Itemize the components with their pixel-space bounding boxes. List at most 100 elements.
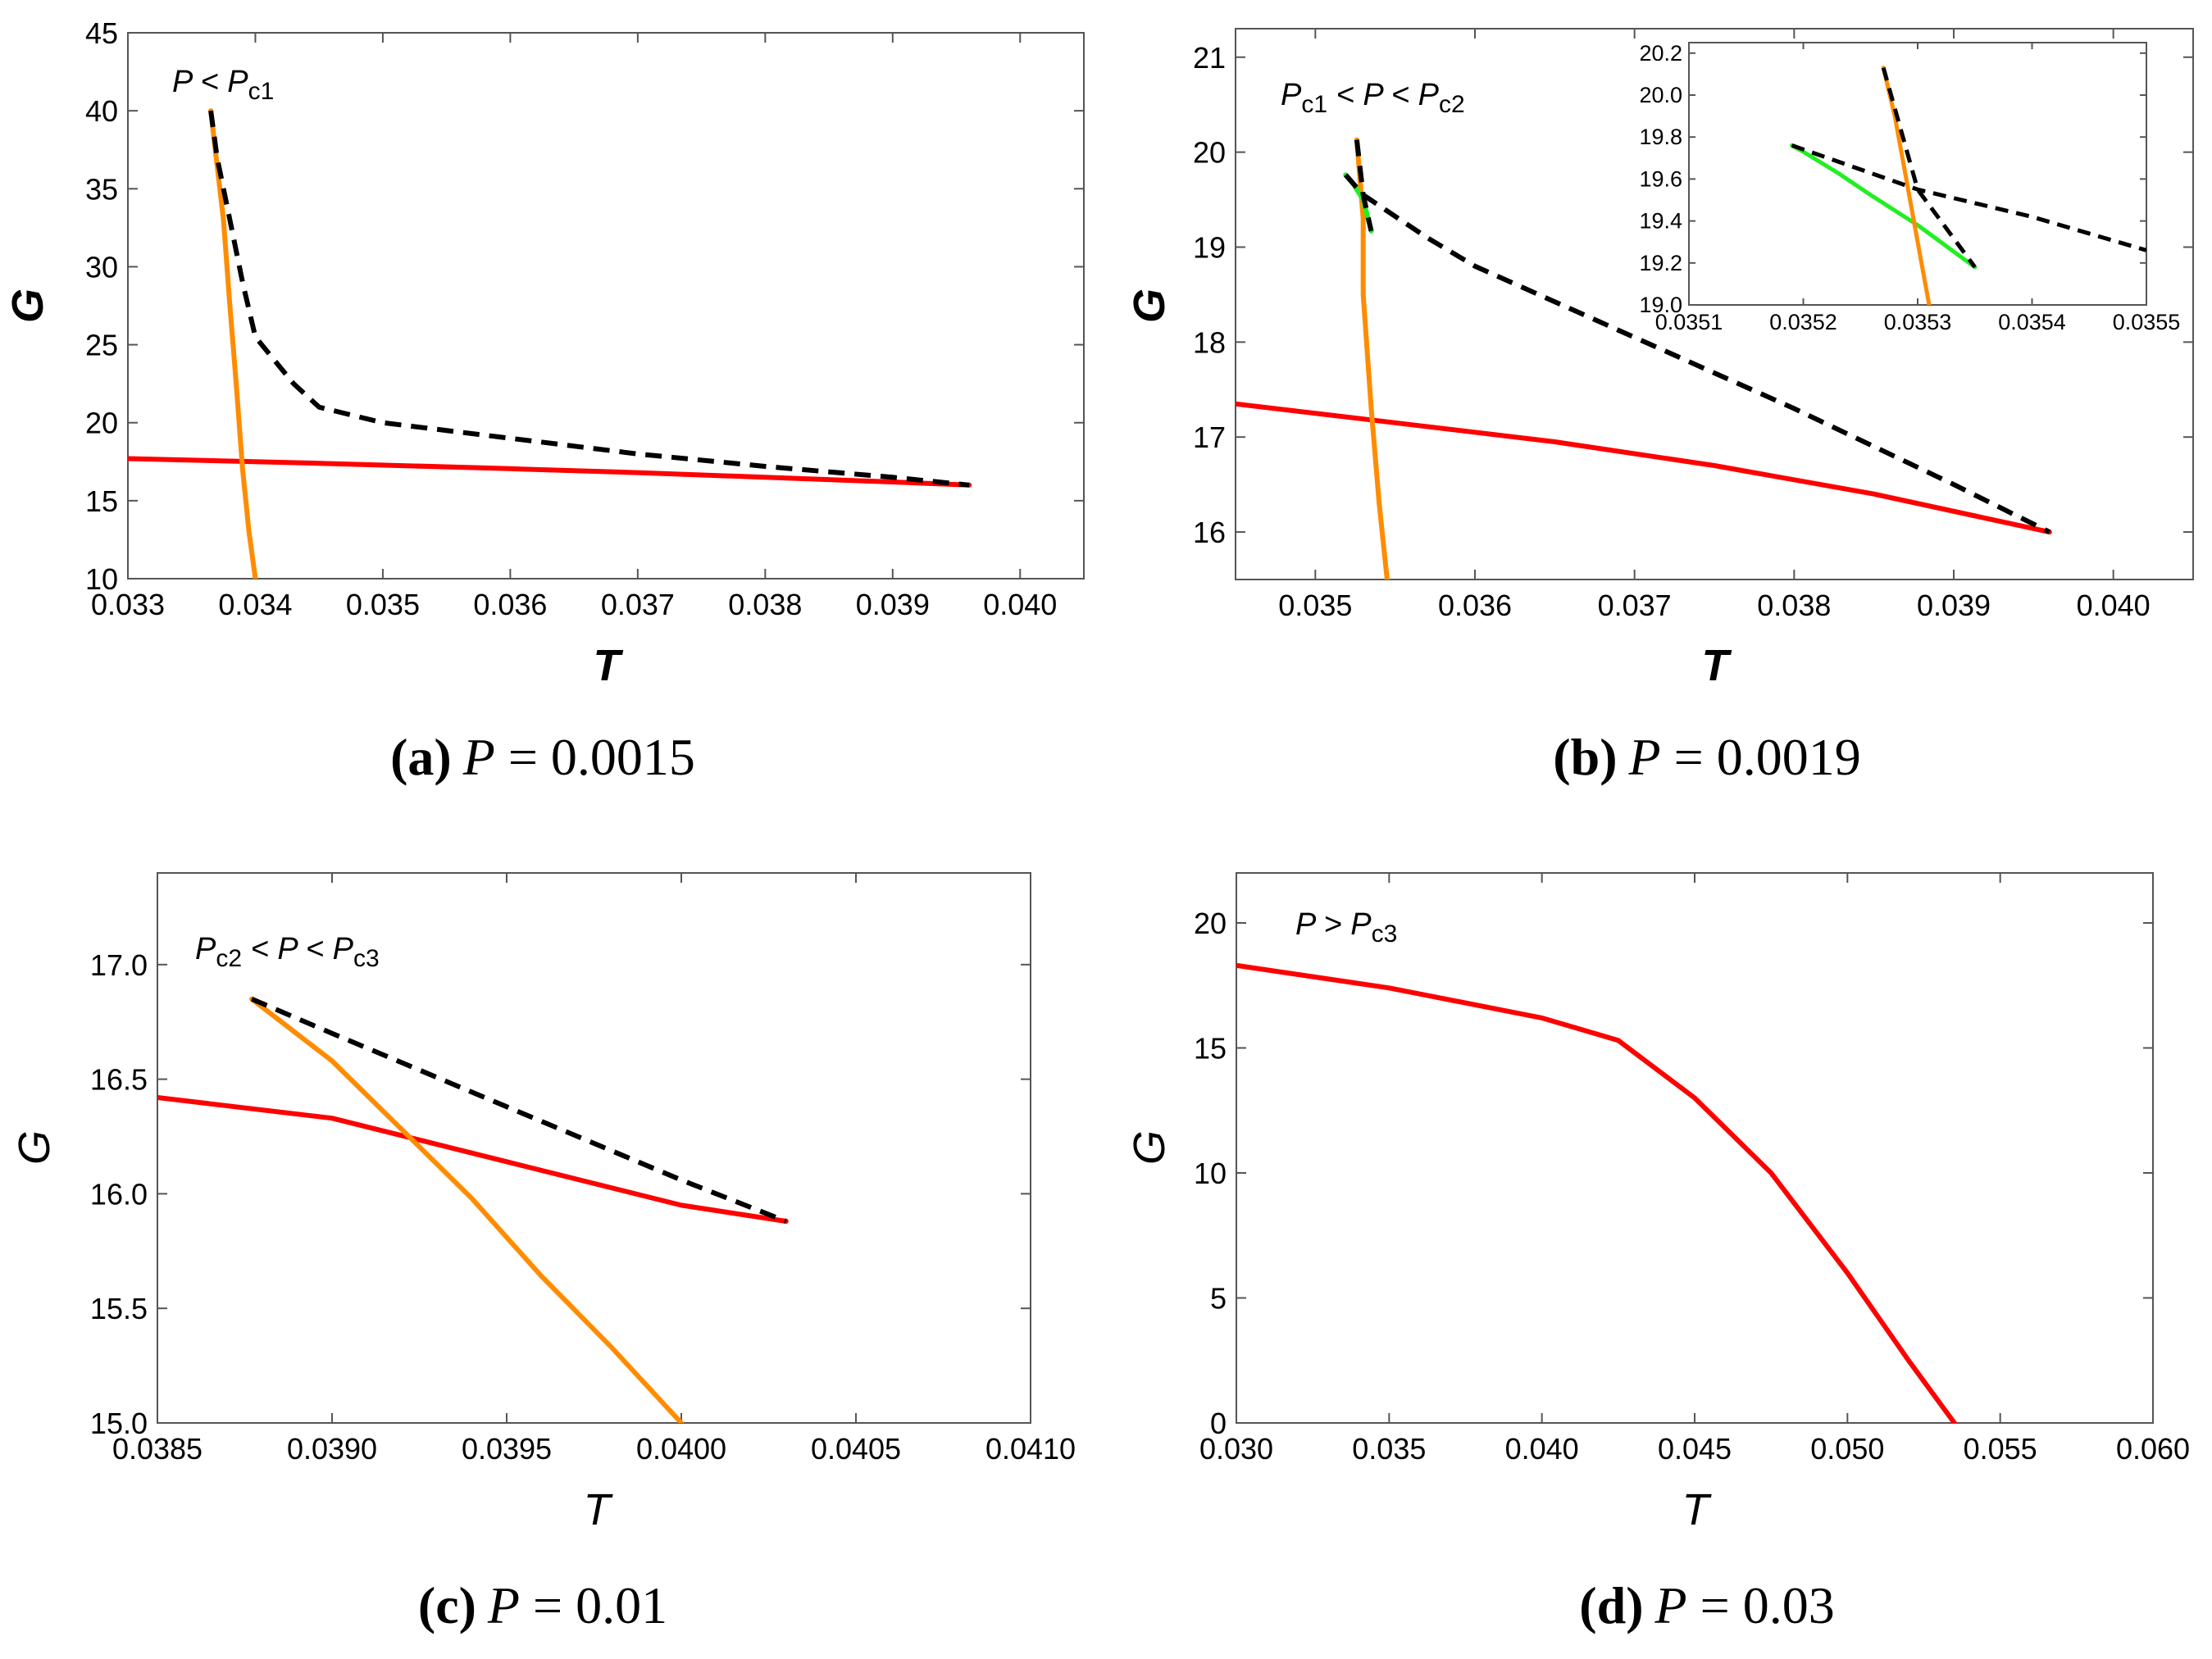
caption-eq: = 0.0015: [495, 728, 695, 786]
chart-2-ytick-label: 17.0: [90, 948, 148, 982]
chart-3-ylabel: G: [1125, 1130, 1174, 1165]
chart-1-inset-ytick-label: 19.2: [1639, 251, 1682, 275]
chart-1-inset: 0.0351 0.0352 0.0353 0.0354 0.0355 19.0 19.2 19…: [1639, 41, 2180, 334]
chart-2-xlabel: T: [584, 1485, 614, 1534]
chart-2-annotation: Pc2 < P < Pc3: [195, 932, 380, 972]
chart-1-series-orange-1: [1354, 137, 1390, 580]
chart-3-xtick-label: 0.055: [1964, 1432, 2037, 1466]
chart-0-ytick-label: 20: [85, 407, 118, 440]
chart-0-ytick-label: 10: [85, 562, 118, 596]
chart-1-ylabel: G: [1125, 289, 1174, 323]
chart-3-ytick-label: 20: [1194, 907, 1227, 940]
chart-1-annotation: Pc1 < P < Pc2: [1281, 78, 1465, 118]
chart-1-xtick-label: 0.038: [1757, 589, 1831, 622]
chart-1-xtick-label: 0.039: [1917, 589, 1991, 622]
annotation-sub: c1: [248, 78, 275, 105]
chart-3: 0.030 0.035 0.040 0.045 0.050 0.055 0.060 0 5 10 1…: [1125, 872, 2190, 1634]
chart-0-ytick-label: 30: [85, 250, 118, 284]
chart-3-xtick-label: 0.045: [1658, 1432, 1732, 1466]
annotation-base: P > P: [1295, 907, 1372, 942]
caption-label: (c): [418, 1576, 476, 1634]
chart-1-xtick-label: 0.035: [1278, 589, 1352, 622]
chart-3-annotation: P > Pc3: [1295, 907, 1397, 948]
chart-1-xtick-label: 0.036: [1438, 589, 1512, 622]
chart-0-xtick-label: 0.035: [346, 588, 420, 621]
chart-2-series-orange-1: [249, 996, 684, 1423]
chart-2-ylabel: G: [10, 1130, 59, 1165]
chart-1-ytick-label: 21: [1193, 41, 1226, 75]
chart-0-ylabel: G: [3, 289, 52, 323]
annotation-sub2: c3: [353, 945, 380, 972]
chart-0-xtick-label: 0.033: [91, 588, 165, 621]
caption-label: (d): [1579, 1576, 1643, 1634]
chart-1-inset-frame: [1688, 42, 2147, 306]
chart-0-ytick-label: 15: [85, 484, 118, 518]
chart-0-series-black-dashed-2: [208, 110, 970, 488]
chart-1-ytick-label: 19: [1193, 230, 1226, 264]
chart-1-inset-xtick-label: 0.0351: [1655, 310, 1723, 334]
chart-1-ytick-label: 17: [1193, 420, 1226, 454]
chart-1-inset-xtick-label: 0.0355: [2113, 310, 2181, 334]
chart-1-ytick-label: 18: [1193, 325, 1226, 359]
caption-var: P: [1628, 728, 1661, 786]
chart-1-inset-ytick-label: 19.8: [1639, 125, 1682, 149]
chart-0-xtick-label: 0.037: [601, 588, 675, 621]
annotation-sub: c1: [1301, 91, 1327, 118]
annotation-tail: < P < P: [1327, 78, 1440, 112]
chart-3-xtick-label: 0.035: [1352, 1432, 1426, 1466]
chart-0-annotation: P < Pc1: [172, 65, 274, 105]
caption-eq: = 0.03: [1687, 1576, 1835, 1634]
chart-1-ytick-label: 20: [1193, 136, 1226, 170]
chart-2-xtick-label: 0.0400: [636, 1432, 726, 1466]
chart-0-series-red-0: [128, 456, 972, 488]
chart-2-ytick-label: 16.0: [90, 1177, 148, 1211]
chart-0-xlabel: T: [594, 641, 624, 690]
chart-1-series-red-0: [1236, 401, 2052, 535]
chart-1-series-black-dashed-4: [1344, 173, 2051, 534]
annotation-sub: c3: [1372, 920, 1398, 948]
caption-var: P: [1654, 1576, 1687, 1634]
chart-3-ytick-label: 0: [1210, 1407, 1227, 1440]
annotation-base: P: [1281, 78, 1302, 112]
caption-eq: = 0.0019: [1661, 728, 1861, 786]
chart-3-ytick-label: 5: [1210, 1282, 1227, 1316]
chart-1-inset-ytick-label: 19.6: [1639, 166, 1682, 191]
chart-2-ytick-label: 15.0: [90, 1407, 148, 1440]
chart-3-xtick-label: 0.050: [1810, 1432, 1884, 1466]
chart-2-series-red-0: [157, 1095, 789, 1224]
annotation-sub: c2: [216, 945, 242, 972]
chart-1-inset-series-black-dashed-3: [1791, 143, 2146, 252]
annotation-tail: < P < P: [242, 932, 354, 966]
chart-1-inset-xtick-label: 0.0354: [1998, 310, 2066, 334]
caption-label: (a): [390, 728, 452, 786]
chart-1-inset-ytick-label: 19.0: [1639, 293, 1682, 317]
chart-0-xtick-label: 0.034: [218, 588, 292, 621]
chart-3-xlabel: T: [1682, 1485, 1713, 1534]
caption-var: P: [462, 728, 495, 786]
chart-2-ytick-label: 16.5: [90, 1063, 148, 1097]
caption-label: (b): [1553, 728, 1617, 786]
chart-1: 0.035 0.036 0.037 0.038 0.039 0.040 16 17 18 19 20…: [1125, 28, 2194, 786]
annotation-base: P < P: [172, 65, 248, 99]
chart-2-series-black-dashed-2: [250, 997, 787, 1224]
chart-2-xtick-label: 0.0405: [811, 1432, 901, 1466]
chart-1-inset-xtick-label: 0.0352: [1769, 310, 1837, 334]
chart-3-xtick-label: 0.040: [1505, 1432, 1579, 1466]
chart-1-xtick-label: 0.037: [1598, 589, 1672, 622]
annotation-sub2: c2: [1439, 91, 1465, 118]
chart-3-caption: (d) P = 0.03: [1579, 1576, 1834, 1634]
chart-2-xtick-label: 0.0395: [462, 1432, 552, 1466]
chart-2: 0.0385 0.0390 0.0395 0.0400 0.0405 0.0410 15.0…: [10, 872, 1076, 1634]
chart-3-xtick-label: 0.030: [1199, 1432, 1273, 1466]
caption-var: P: [487, 1576, 520, 1634]
chart-3-ytick-label: 10: [1194, 1157, 1227, 1190]
chart-1-inset-xtick-label: 0.0353: [1884, 310, 1952, 334]
chart-2-ytick-label: 15.5: [90, 1292, 148, 1325]
chart-0-xtick-label: 0.038: [728, 588, 802, 621]
caption-eq: = 0.01: [520, 1576, 667, 1634]
chart-0-xtick-label: 0.040: [983, 588, 1057, 621]
chart-2-xtick-label: 0.0385: [112, 1432, 203, 1466]
chart-2-xtick-label: 0.0390: [287, 1432, 377, 1466]
chart-1-xtick-label: 0.040: [2077, 589, 2151, 622]
annotation-base: P: [195, 932, 216, 966]
